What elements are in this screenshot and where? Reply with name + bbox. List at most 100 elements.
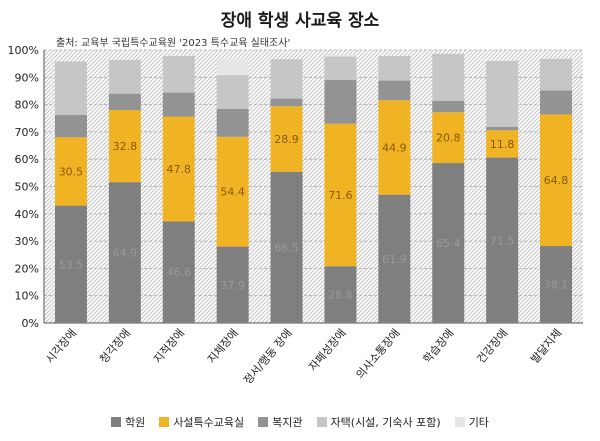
bar-segment: [378, 56, 411, 81]
bar-segment: [108, 110, 141, 183]
y-tick-label: 70%: [15, 126, 39, 139]
y-tick-label: 90%: [15, 71, 39, 84]
legend-label: 학원: [125, 416, 146, 429]
bar-segment: [162, 92, 195, 117]
bar-segment: [108, 59, 141, 94]
legend-item: 복지관: [258, 414, 303, 430]
bar-segment: [270, 59, 303, 99]
bar-segment: [486, 60, 519, 127]
bar-segment: [162, 116, 195, 222]
bar-segment: [324, 54, 357, 57]
data-label: 32.8: [113, 140, 138, 153]
legend-label: 사설특수교육실: [173, 416, 245, 429]
data-label: 71.5: [490, 234, 515, 247]
bar-segment: [378, 100, 411, 195]
x-tick-label: 발달지체: [528, 327, 564, 366]
y-tick-label: 20%: [15, 262, 39, 275]
y-tick-label: 30%: [15, 235, 39, 248]
bar-segment: [486, 126, 519, 131]
legend-swatch: [258, 417, 269, 427]
x-tick-label: 시각장애: [43, 327, 79, 366]
bar-segment: [54, 61, 87, 115]
data-label: 66.5: [274, 241, 299, 254]
legend-swatch: [111, 417, 122, 427]
bar-segment: [216, 246, 249, 323]
bar-segment: [162, 221, 195, 323]
legend-label: 복지관: [272, 416, 303, 429]
legend-swatch: [316, 417, 327, 427]
bar-segment: [324, 266, 357, 323]
legend-item: 사설특수교육실: [159, 414, 244, 430]
bar-segment: [162, 56, 195, 93]
y-tick-label: 10%: [15, 290, 39, 303]
bars: 53.5 30.5 64.9 32.8 46.6 47.8 37.9 54.4 66.5 28.9…: [54, 53, 573, 323]
data-label: 28.9: [274, 133, 299, 146]
data-label: 65.4: [436, 237, 461, 250]
data-label: 28.8: [328, 289, 353, 302]
bar-segment: [216, 136, 249, 247]
bar-segment: [540, 246, 573, 323]
y-tick-label: 60%: [15, 153, 39, 166]
bar-segment: [540, 58, 573, 91]
chart-source: 출처: 교육부 국립특수교육원 '2023 특수교육 실태조사': [56, 38, 291, 49]
legend-label: 자택(시설, 기숙사 포함): [330, 416, 441, 429]
bar-segment: [216, 58, 249, 76]
legend-item: 기타: [454, 414, 489, 430]
bar-segment: [54, 114, 87, 138]
bar-segment: [54, 205, 87, 323]
bar-segment: [432, 53, 465, 101]
bar-segment: [540, 114, 573, 247]
bar-segment: [324, 56, 357, 81]
x-tick-label: 지체장애: [205, 327, 241, 366]
data-label: 53.5: [59, 258, 84, 271]
y-tick-label: 40%: [15, 208, 39, 221]
bar-segment: [432, 163, 465, 323]
data-label: 64.9: [113, 247, 138, 260]
bar-segment: [270, 106, 303, 172]
x-tick-label: 청각장애: [97, 327, 133, 366]
x-tick-label: 정서/행동 장애: [241, 327, 295, 387]
bar-segment: [432, 112, 465, 164]
x-tick-label: 학습장애: [421, 327, 457, 366]
data-label: 38.1: [544, 279, 569, 292]
bar-segment: [486, 157, 519, 323]
x-axis: 시각장애 청각장애 지적장애 지체장애 정서/행동 장애 자폐성장애 의사소통장애 학습장애 건…: [43, 327, 564, 387]
x-tick-label: 건강장애: [474, 327, 510, 366]
x-tick-label: 자폐성장애: [306, 327, 348, 374]
bar-segment: [216, 75, 249, 109]
y-tick-label: 100%: [8, 44, 39, 57]
data-label: 46.6: [167, 266, 192, 279]
data-label: 54.4: [220, 186, 245, 199]
bar-segment: [378, 194, 411, 323]
bar-segment: [378, 80, 411, 101]
data-label: 44.9: [382, 141, 407, 154]
x-tick-label: 의사소통장애: [354, 327, 403, 382]
data-label: 64.8: [544, 174, 569, 187]
bar-segment: [108, 182, 141, 323]
x-tick-label: 지적장애: [151, 327, 187, 366]
bar-segment: [270, 171, 303, 323]
bar-segment: [432, 100, 465, 113]
bar-segment: [216, 108, 249, 137]
data-label: 71.6: [328, 189, 353, 202]
y-tick-label: 80%: [15, 99, 39, 112]
legend-item: 학원: [111, 414, 145, 430]
legend-label: 기타: [468, 416, 489, 429]
bar-segment: [162, 55, 195, 57]
bar-segment: [486, 130, 519, 158]
data-label: 37.9: [220, 279, 245, 292]
y-tick-label: 0%: [22, 317, 39, 330]
data-label: 47.8: [167, 163, 192, 176]
bar-segment: [540, 90, 573, 115]
legend-item: 자택(시설, 기숙사 포함): [316, 414, 441, 430]
legend-swatch: [159, 417, 170, 427]
bar-segment: [108, 93, 141, 111]
legend-swatch: [454, 417, 465, 427]
data-label: 30.5: [59, 165, 84, 178]
bar-segment: [486, 59, 519, 61]
y-tick-label: 50%: [15, 181, 39, 194]
chart-title: 장애 학생 사교육 장소: [220, 11, 380, 31]
bar-segment: [324, 123, 357, 267]
data-label: 20.8: [436, 132, 461, 145]
